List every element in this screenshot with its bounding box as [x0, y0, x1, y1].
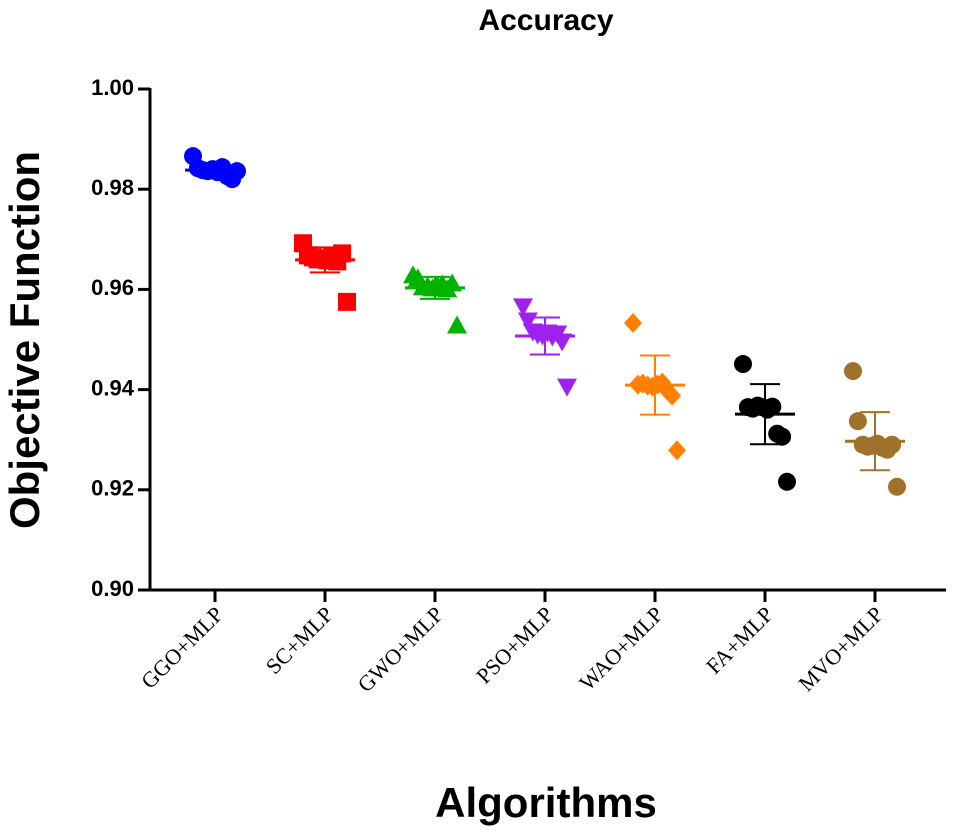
y-tick-label: 0.96	[91, 275, 134, 300]
x-tick-label: GWO+MLP	[353, 601, 449, 697]
point	[338, 292, 356, 311]
y-axis-label: Objective Function	[1, 151, 48, 529]
point	[624, 312, 642, 333]
x-tick-label: PSO+MLP	[471, 601, 558, 688]
point	[883, 435, 902, 454]
point	[552, 333, 573, 352]
x-tick-label: MVO+MLP	[793, 601, 888, 696]
point	[844, 362, 862, 381]
point	[763, 397, 782, 416]
x-tick-label: WAO+MLP	[574, 601, 668, 695]
point	[663, 385, 682, 406]
y-tick-label: 0.90	[91, 576, 134, 601]
y-tick-label: 0.94	[91, 375, 135, 400]
point	[513, 298, 533, 317]
x-tick-label: SC+MLP	[261, 601, 338, 678]
point	[734, 355, 752, 374]
y-tick-label: 0.92	[91, 476, 134, 501]
point	[668, 440, 686, 461]
x-tick-label: FA+MLP	[701, 601, 778, 678]
y-tick-label: 1.00	[91, 75, 134, 100]
point	[333, 244, 352, 263]
x-tick-label: GGO+MLP	[136, 601, 228, 693]
point	[447, 315, 467, 334]
point	[557, 378, 577, 397]
chart-title: Accuracy	[478, 4, 613, 37]
point	[848, 412, 867, 431]
point	[888, 477, 906, 496]
point	[773, 427, 792, 446]
y-tick-label: 0.98	[91, 175, 134, 200]
point	[778, 472, 796, 491]
x-axis-label: Algorithms	[435, 779, 657, 826]
